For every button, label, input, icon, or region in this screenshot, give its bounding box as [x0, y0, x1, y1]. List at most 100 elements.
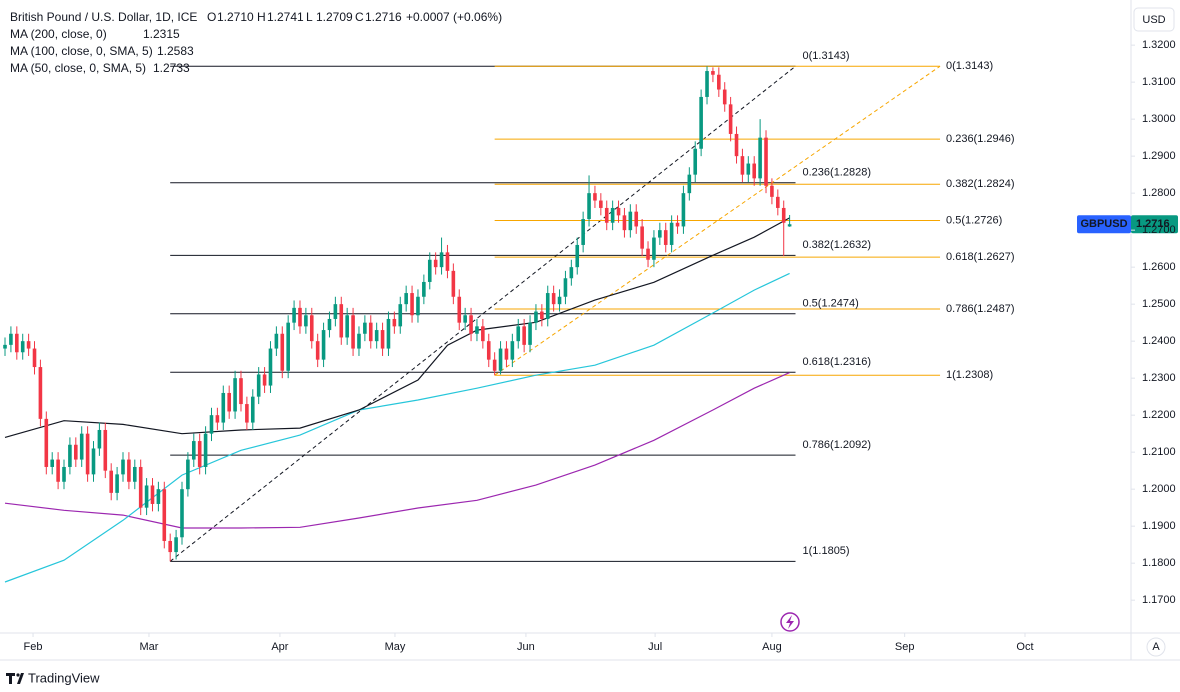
candle-body: [386, 318, 391, 349]
candle-body: [262, 374, 267, 386]
candle-body: [699, 96, 703, 149]
candle-body: [62, 466, 66, 482]
candle-body: [776, 196, 780, 208]
candle-body: [728, 104, 733, 134]
candle-body: [239, 378, 243, 405]
candle-body: [545, 293, 550, 319]
candle-body: [321, 330, 326, 360]
y-tick-label: 1.2400: [1142, 335, 1176, 347]
fib-label: 0.236(1.2828): [803, 167, 872, 179]
candle-body: [616, 207, 621, 216]
candle-body: [309, 315, 314, 342]
brand-name: TradingView: [28, 670, 100, 685]
x-tick-label: Jul: [648, 641, 662, 653]
candle-body: [587, 193, 591, 220]
candle-body: [97, 429, 102, 449]
candle-body: [127, 459, 131, 482]
candle-body: [280, 333, 285, 371]
fib-trend: [494, 65, 941, 376]
candle-body: [510, 341, 515, 360]
candle-body: [121, 459, 125, 475]
y-tick-label: 1.3000: [1142, 113, 1176, 125]
fib-label: 0.5(1.2726): [946, 214, 1002, 226]
fib-label: 0(1.3143): [803, 50, 850, 62]
candle-body: [398, 304, 403, 327]
y-tick-label: 1.3100: [1142, 76, 1176, 88]
candle-body: [144, 485, 149, 508]
logo-dot: [16, 673, 20, 677]
moving-average: [4, 217, 790, 438]
candle-body: [68, 444, 72, 467]
fib-label: 0.618(1.2316): [803, 356, 872, 368]
x-tick-label: Jun: [517, 641, 535, 653]
candle-body: [764, 137, 768, 186]
candle-body: [575, 244, 580, 268]
candle-body: [32, 348, 37, 368]
x-tick-label: Apr: [271, 641, 288, 653]
candle-body: [634, 211, 639, 227]
candle-body: [274, 333, 279, 349]
candle-body: [652, 237, 656, 260]
candle-body: [787, 224, 792, 227]
legend-name: MA (200, close, 0): [10, 27, 107, 41]
candle-body: [20, 341, 25, 353]
fib-label: 0(1.3143): [946, 60, 993, 72]
candle-body: [44, 418, 49, 467]
candle-body: [345, 315, 349, 338]
y-tick-label: 1.2500: [1142, 298, 1176, 310]
candle-body: [333, 304, 338, 319]
candle-body: [687, 174, 692, 194]
candle-body: [410, 293, 414, 316]
ohlc-key: L: [306, 10, 313, 24]
currency-button[interactable]: [1133, 7, 1175, 32]
candle-body: [439, 252, 444, 268]
candle-body: [9, 333, 13, 345]
candle-body: [215, 415, 220, 423]
ohlc-value: 1.2741: [267, 10, 304, 24]
ohlc-value: 1.2716: [365, 10, 402, 24]
currency-label[interactable]: USD: [1142, 14, 1165, 26]
candle-body: [221, 392, 226, 423]
candle-body: [522, 326, 526, 345]
legend-value: 1.2733: [153, 61, 190, 75]
brand-logo: [6, 673, 24, 684]
fib-label: 0.382(1.2824): [946, 178, 1015, 190]
candle-body: [540, 311, 544, 319]
candle-body: [416, 296, 420, 316]
y-tick-label: 1.2800: [1142, 187, 1176, 199]
candle-body: [168, 540, 172, 553]
candle-body: [563, 278, 568, 297]
candle-body: [203, 433, 208, 467]
candle-body: [693, 148, 698, 175]
y-tick-label: 1.2200: [1142, 409, 1176, 421]
candle-body: [498, 348, 503, 371]
candle-body: [132, 466, 137, 482]
candle-body: [469, 315, 473, 334]
candle-body: [38, 367, 43, 419]
fib-label: 0.786(1.2092): [803, 439, 872, 451]
ohlc-key: H: [257, 10, 266, 24]
candle-body: [581, 219, 585, 245]
candle-body: [622, 215, 627, 231]
candle-body: [746, 163, 751, 175]
candle-body: [711, 71, 715, 75]
candle-body: [422, 281, 426, 297]
candle-body: [475, 326, 479, 334]
candle-body: [669, 222, 674, 245]
price-tag-label: 1.2716: [1136, 218, 1170, 230]
y-tick-label: 1.2000: [1142, 483, 1176, 495]
symbol-title: British Pound / U.S. Dollar, 1D, ICE: [10, 10, 197, 24]
candle-body: [486, 341, 491, 360]
x-tick-label: Aug: [762, 641, 782, 653]
candle-body: [368, 322, 373, 342]
candle-body: [781, 207, 786, 223]
candle-body: [109, 470, 114, 493]
candle-body: [180, 489, 184, 538]
candle-body: [451, 270, 456, 297]
candle-body: [103, 429, 108, 471]
auto-scale-button[interactable]: [1146, 637, 1166, 657]
logo-shape: [6, 673, 15, 684]
auto-scale-label[interactable]: A: [1152, 641, 1160, 653]
candle-body: [56, 459, 60, 482]
fib-label: 0.5(1.2474): [803, 298, 859, 310]
